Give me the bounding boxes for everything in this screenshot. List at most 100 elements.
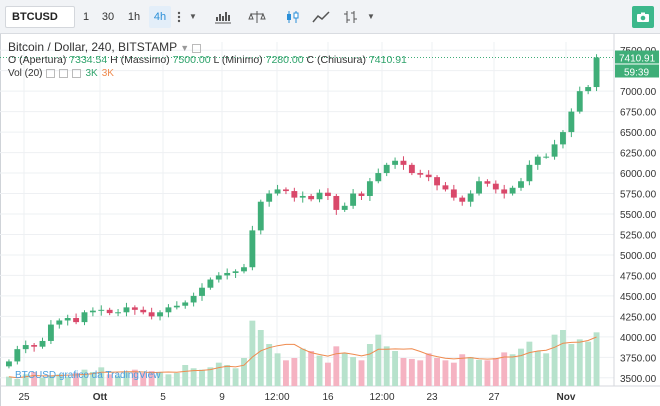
price-tick-label: 7000.00	[620, 87, 657, 98]
settings-icon[interactable]	[192, 43, 202, 53]
volume-bar	[115, 375, 122, 386]
price-tick-label: 6250.00	[620, 149, 657, 160]
low-label: L (Minimo)	[213, 54, 263, 66]
volume-bar	[73, 372, 80, 386]
last-price-label: 7410.91	[619, 53, 656, 64]
volume-bar	[291, 358, 298, 386]
volume-bar	[408, 358, 415, 386]
toolbar: 1 30 1h 4h ▼ ▼	[0, 0, 660, 34]
volume-bar	[434, 358, 440, 386]
candle	[492, 183, 499, 190]
candle	[450, 189, 457, 198]
volume-bar	[182, 365, 189, 386]
interval-1h-button[interactable]: 1h	[127, 11, 141, 23]
time-tick-label: 27	[488, 392, 500, 403]
price-tick-label: 6750.00	[620, 108, 657, 119]
title-chevron-icon[interactable]: ▼	[180, 43, 190, 53]
volume-bar	[89, 372, 96, 386]
volume-bar	[224, 365, 231, 386]
price-tick-label: 4750.00	[620, 271, 657, 282]
candle	[425, 174, 432, 178]
volume-bar	[199, 369, 205, 386]
candlestick-chart[interactable]: 3500.00 3750.00 4000.00 4250.00 4500.00 4750.…	[0, 34, 660, 406]
line-style-icon[interactable]	[308, 6, 334, 28]
tradingview-watermark: BTCUSD grafico da TradingView	[15, 370, 161, 381]
interval-1-button[interactable]: 1	[82, 11, 90, 23]
time-tick-label: 9	[219, 392, 225, 403]
chart-frame	[0, 34, 660, 406]
volume-bar	[576, 339, 583, 386]
price-tick-label: 5000.00	[620, 251, 657, 262]
time-tick-label: 5	[160, 392, 166, 403]
candle	[257, 201, 264, 231]
candle	[291, 191, 298, 198]
screenshot-camera-button[interactable]	[632, 6, 654, 28]
candle	[324, 192, 331, 196]
candles-style-icon[interactable]	[280, 6, 306, 28]
candle	[224, 272, 231, 276]
interval-4h-button[interactable]: 4h	[149, 6, 171, 28]
volume-bar	[157, 372, 163, 386]
price-tick-label: 4000.00	[620, 333, 657, 344]
indicators-icon[interactable]	[210, 6, 236, 28]
volume-bar	[392, 351, 399, 386]
eye-icon[interactable]	[46, 69, 56, 78]
low-value: 7280.00	[265, 54, 304, 66]
volume-bar	[249, 320, 256, 386]
candle	[232, 271, 239, 273]
candle	[383, 164, 390, 174]
volume-bar	[190, 368, 197, 386]
close-icon[interactable]	[72, 69, 82, 78]
volume-bar	[14, 379, 21, 386]
candle	[585, 87, 592, 92]
candle	[81, 312, 88, 323]
candle	[417, 173, 424, 175]
chevron-down-icon[interactable]: ▼	[189, 12, 197, 21]
time-tick-label: 12:00	[264, 392, 289, 403]
compare-icon[interactable]	[244, 6, 270, 28]
interval-30-button[interactable]: 30	[101, 11, 115, 23]
candle	[358, 193, 365, 196]
candle	[241, 267, 247, 272]
symbol-search-input[interactable]	[5, 6, 75, 28]
more-intervals-icon[interactable]	[174, 6, 184, 28]
volume-bar	[64, 376, 71, 386]
candle	[526, 164, 533, 182]
candle	[442, 185, 449, 190]
volume-bar	[81, 369, 88, 386]
volume-bar	[534, 351, 541, 386]
volume-bar	[593, 332, 600, 386]
candle	[568, 111, 575, 133]
volume-bar	[501, 352, 508, 386]
chart-legend-title-row: Bitcoin / Dollar, 240, BITSTAMP ▼	[8, 40, 202, 54]
gear-icon[interactable]	[59, 69, 69, 78]
volume-bar	[140, 372, 147, 386]
candle	[199, 287, 205, 296]
volume-bar	[56, 374, 63, 386]
time-tick-label: Ott	[93, 392, 108, 403]
bars-style-icon[interactable]	[338, 6, 364, 28]
candle	[484, 181, 491, 184]
candle	[576, 91, 583, 112]
volume-bar	[492, 358, 499, 386]
candle	[366, 181, 373, 196]
candle	[400, 160, 407, 165]
volume-bar	[148, 371, 155, 386]
candle	[148, 312, 155, 317]
volume-bar	[568, 344, 575, 386]
countdown-label: 59:39	[624, 67, 649, 78]
candle	[47, 324, 54, 341]
volume-bar	[551, 334, 558, 386]
close-label: C (Chiusura)	[306, 54, 367, 66]
candle	[593, 57, 600, 88]
candle	[56, 320, 63, 325]
chart-style-chevron-icon[interactable]: ▼	[367, 12, 375, 21]
volume-bar	[442, 360, 449, 386]
time-tick-label: 23	[426, 392, 438, 403]
candle	[215, 275, 222, 280]
high-label: H (Massimo)	[110, 54, 170, 66]
volume-bar	[560, 330, 566, 386]
candle	[509, 187, 516, 194]
volume-bar	[333, 346, 340, 386]
candle	[333, 195, 340, 210]
